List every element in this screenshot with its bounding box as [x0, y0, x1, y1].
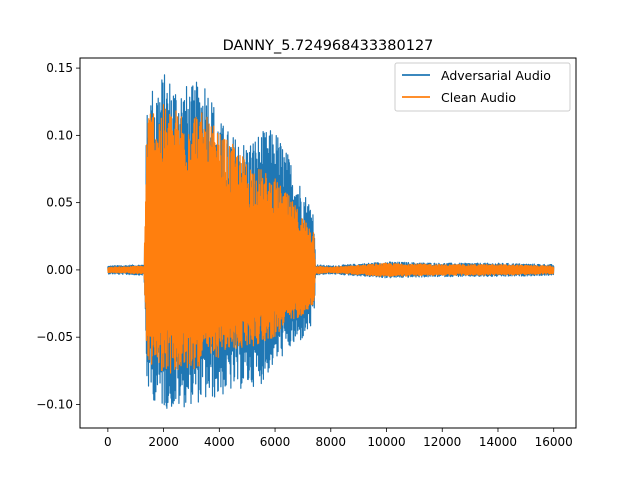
y-tick-label: −0.05 [36, 330, 73, 344]
axes-frame [79, 57, 577, 429]
x-tick-label: 10000 [367, 435, 405, 449]
y-tick-label: 0.05 [46, 196, 73, 210]
y-tick-label: 0.10 [46, 128, 73, 142]
x-tick-label: 2000 [148, 435, 179, 449]
y-axis: −0.10 −0.05 0.00 0.05 0.10 0.15 [36, 61, 80, 411]
series-layer [107, 74, 555, 409]
chart-title: DANNY_5.724968433380127 [223, 38, 434, 54]
series-line-clean [107, 104, 555, 374]
x-axis: 0 2000 4000 6000 8000 10000 12000 14000 16000 [104, 428, 573, 449]
x-tick-label: 16000 [535, 435, 573, 449]
x-tick-label: 0 [104, 435, 112, 449]
x-tick-label: 6000 [260, 435, 291, 449]
legend: Adversarial Audio Clean Audio [394, 62, 571, 112]
x-tick-label: 12000 [423, 435, 461, 449]
y-tick-label: 0.00 [46, 263, 73, 277]
y-tick-label: 0.15 [46, 61, 73, 75]
y-tick-label: −0.10 [36, 397, 73, 411]
legend-label-clean: Clean Audio [441, 90, 516, 105]
x-tick-label: 14000 [479, 435, 517, 449]
x-tick-label: 4000 [204, 435, 235, 449]
legend-box [394, 62, 571, 112]
x-tick-label: 8000 [316, 435, 347, 449]
legend-label-adversarial: Adversarial Audio [441, 68, 551, 83]
